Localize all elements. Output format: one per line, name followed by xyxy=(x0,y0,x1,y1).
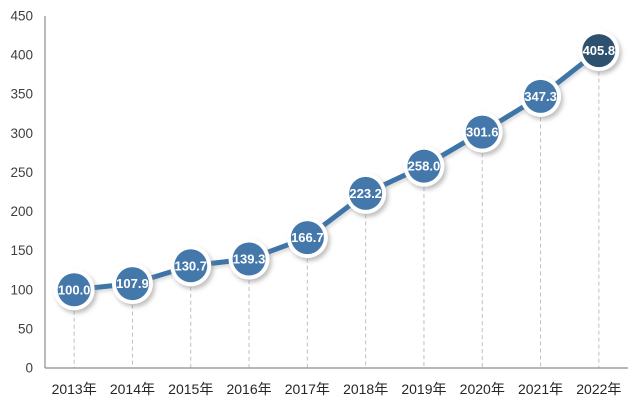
marker-dot xyxy=(349,176,383,210)
data-point-value-label: 301.6 xyxy=(466,125,499,140)
x-axis-category-label: 2013年 xyxy=(52,381,97,397)
y-axis-tick-label: 0 xyxy=(25,361,33,376)
y-axis-tick-label: 350 xyxy=(10,87,33,102)
data-point[interactable]: 107.9 xyxy=(111,263,153,305)
x-axis-category-label: 2018年 xyxy=(343,381,388,397)
y-axis-tick-label: 300 xyxy=(10,126,33,141)
data-point-value-label: 166.7 xyxy=(291,230,324,245)
x-axis-category-label: 2014年 xyxy=(110,381,155,397)
y-axis-tick-label: 450 xyxy=(10,9,33,24)
data-point[interactable]: 258.0 xyxy=(403,145,445,187)
x-axis-category-label: 2019年 xyxy=(401,381,446,397)
y-axis-tick-label: 400 xyxy=(10,48,33,63)
x-axis-category-label: 2020年 xyxy=(460,381,505,397)
marker-dot xyxy=(465,115,499,149)
data-point-value-label: 130.7 xyxy=(174,258,207,273)
marker-dot xyxy=(174,249,208,283)
x-axis-category-label: 2022年 xyxy=(576,381,621,397)
marker-dot xyxy=(582,34,616,68)
x-axis-category-label: 2016年 xyxy=(226,381,271,397)
y-axis-tick-label: 200 xyxy=(10,204,33,219)
marker-dot xyxy=(524,79,558,113)
data-point[interactable]: 405.8 xyxy=(578,30,620,72)
data-point[interactable]: 166.7 xyxy=(286,217,328,259)
y-axis-tick-label: 100 xyxy=(10,282,33,297)
data-point-value-label: 107.9 xyxy=(116,276,149,291)
data-point[interactable]: 130.7 xyxy=(170,245,212,287)
data-point[interactable]: 139.3 xyxy=(228,238,270,280)
data-point-value-label: 223.2 xyxy=(349,186,382,201)
x-axis-category-label: 2021年 xyxy=(518,381,563,397)
y-axis-tick-label: 250 xyxy=(10,165,33,180)
marker-dot xyxy=(407,149,441,183)
y-axis-tick-label: 50 xyxy=(18,321,33,336)
marker-dot xyxy=(57,273,91,307)
x-axis-category-label: 2015年 xyxy=(168,381,213,397)
y-axis-tick-label: 150 xyxy=(10,243,33,258)
data-point[interactable]: 347.3 xyxy=(520,75,562,117)
data-point-value-label: 100.0 xyxy=(58,282,91,297)
series-line xyxy=(71,48,602,293)
data-point[interactable]: 301.6 xyxy=(461,111,503,153)
data-point-value-label: 139.3 xyxy=(233,252,266,267)
data-point-value-label: 405.8 xyxy=(583,43,616,58)
data-point[interactable]: 100.0 xyxy=(53,269,95,311)
marker-dot xyxy=(290,221,324,255)
marker-dot xyxy=(115,267,149,301)
data-point[interactable]: 223.2 xyxy=(345,172,387,214)
x-axis-category-label: 2017年 xyxy=(285,381,330,397)
marker-dot xyxy=(232,242,266,276)
data-point-value-label: 347.3 xyxy=(524,89,557,104)
data-point-value-label: 258.0 xyxy=(408,159,441,174)
